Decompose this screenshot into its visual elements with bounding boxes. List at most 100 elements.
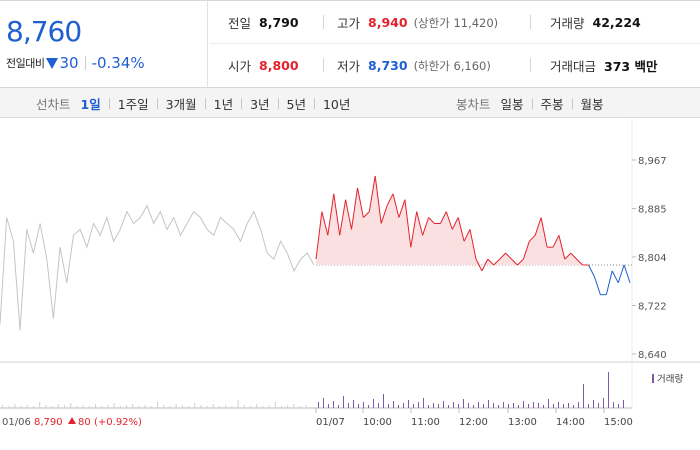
today-price-segment <box>428 217 435 224</box>
volume-bar <box>95 404 96 408</box>
volume-bar <box>33 406 34 408</box>
period-tab[interactable]: 10년 <box>322 96 351 112</box>
today-price-segment <box>522 241 530 260</box>
volume-bar <box>618 404 619 408</box>
volume-bar <box>593 400 594 408</box>
today-price-segment <box>333 193 341 236</box>
lower-limit: (하한가 6,160) <box>413 58 491 73</box>
stat-label: 전일 <box>228 16 252 31</box>
period-tab[interactable]: 1년 <box>213 96 234 112</box>
period-tab[interactable]: 3년 <box>250 96 270 112</box>
today-price-segment <box>445 211 453 230</box>
volume-bar <box>231 406 233 408</box>
stat-high: 고가 8,940 (상한가 11,420) <box>337 1 498 44</box>
stat-value: 42,224 <box>592 15 641 30</box>
today-price-segment <box>570 252 578 260</box>
stat-label: 거래량 <box>550 16 585 31</box>
volume-bar <box>353 400 354 408</box>
period-tab[interactable]: 3개월 <box>165 96 197 112</box>
period-tab[interactable]: 일봉 <box>500 96 524 112</box>
volume-bar <box>543 405 544 408</box>
volume-bar <box>483 404 484 408</box>
period-tab[interactable]: 월봉 <box>580 96 604 112</box>
prev-day-date-label: 01/06 <box>2 417 31 428</box>
today-price-segment <box>357 187 364 218</box>
volume-bar <box>568 403 569 408</box>
volume-bar <box>398 405 399 408</box>
today-price-segment <box>363 211 370 218</box>
today-price-segment <box>605 270 613 295</box>
volume-bar <box>219 406 220 408</box>
stat-amount: 거래대금 373 백만 <box>550 44 657 87</box>
volume-bar <box>363 402 364 408</box>
candle-chart-tabs: 봉차트 일봉 주봉 월봉 <box>456 88 606 118</box>
volume-bar <box>578 402 579 408</box>
candle-chart-title: 봉차트 <box>456 96 491 112</box>
tab-separator <box>313 97 315 109</box>
volume-bar <box>403 403 404 408</box>
today-price-segment <box>339 199 347 236</box>
today-price-segment <box>398 199 406 218</box>
stat-value: 8,800 <box>259 58 299 73</box>
volume-bar <box>250 406 251 408</box>
today-price-segment <box>528 234 536 242</box>
period-tab[interactable]: 1일 <box>80 96 101 112</box>
volume-bar <box>438 404 439 408</box>
today-price-segment <box>386 193 394 206</box>
volume-bar <box>225 405 227 408</box>
tab-separator <box>156 97 158 109</box>
stat-label: 저가 <box>337 59 361 74</box>
volume-bar <box>453 402 454 408</box>
x-tick-label: 15:00 <box>604 417 633 428</box>
volume-bar <box>548 399 549 408</box>
volume-bar <box>274 402 276 408</box>
tab-separator <box>531 97 533 109</box>
volume-bar <box>126 405 127 408</box>
volume-bar <box>82 405 84 408</box>
tab-separator <box>571 97 573 109</box>
volume-bar <box>583 384 584 408</box>
x-tick-label: 12:00 <box>459 417 488 428</box>
volume-bar <box>188 406 189 408</box>
today-price-segment <box>534 217 542 236</box>
today-price-segment <box>623 264 631 283</box>
volume-bar <box>45 405 47 408</box>
volume-bar <box>138 406 140 408</box>
volume-bar <box>428 405 429 408</box>
today-price-segment <box>368 175 376 212</box>
volume-bar <box>144 405 146 408</box>
change-percent: -0.34% <box>91 54 145 72</box>
down-arrow-icon <box>46 57 59 69</box>
today-price-segment <box>487 258 495 266</box>
today-price-segment <box>422 217 430 236</box>
volume-bar <box>358 404 359 408</box>
prev-day-close-label: 8,790 <box>34 417 63 428</box>
today-price-segment <box>540 217 548 248</box>
volume-legend-swatch <box>652 374 654 383</box>
tab-separator <box>241 97 243 109</box>
volume-bar <box>458 404 459 408</box>
volume-bar <box>343 396 344 408</box>
today-price-segment <box>451 217 459 230</box>
today-price-segment <box>611 270 619 284</box>
volume-legend-label: 거래량 <box>657 373 683 385</box>
tab-separator <box>108 97 110 109</box>
today-price-segment <box>552 235 560 248</box>
volume-bar <box>478 402 479 408</box>
today-price-segment <box>505 252 512 260</box>
upper-limit: (상한가 11,420) <box>413 15 499 30</box>
volume-bar <box>383 394 384 408</box>
period-tab[interactable]: 1주일 <box>117 96 149 112</box>
volume-bar <box>408 400 409 408</box>
price-chart[interactable]: 8,967 8,885 8,804 8,722 8,640 거래량 01/06 8,790 80… <box>0 118 700 450</box>
volume-bar <box>76 406 78 408</box>
period-tab[interactable]: 주봉 <box>540 96 564 112</box>
volume-bar <box>553 404 554 408</box>
volume-bar <box>613 402 614 408</box>
change-label: 전일대비 <box>6 57 45 70</box>
today-price-segment <box>463 229 471 242</box>
volume-bar <box>169 406 171 408</box>
stat-label: 고가 <box>337 16 361 31</box>
volume-bar <box>212 404 214 408</box>
period-tab[interactable]: 5년 <box>286 96 306 112</box>
